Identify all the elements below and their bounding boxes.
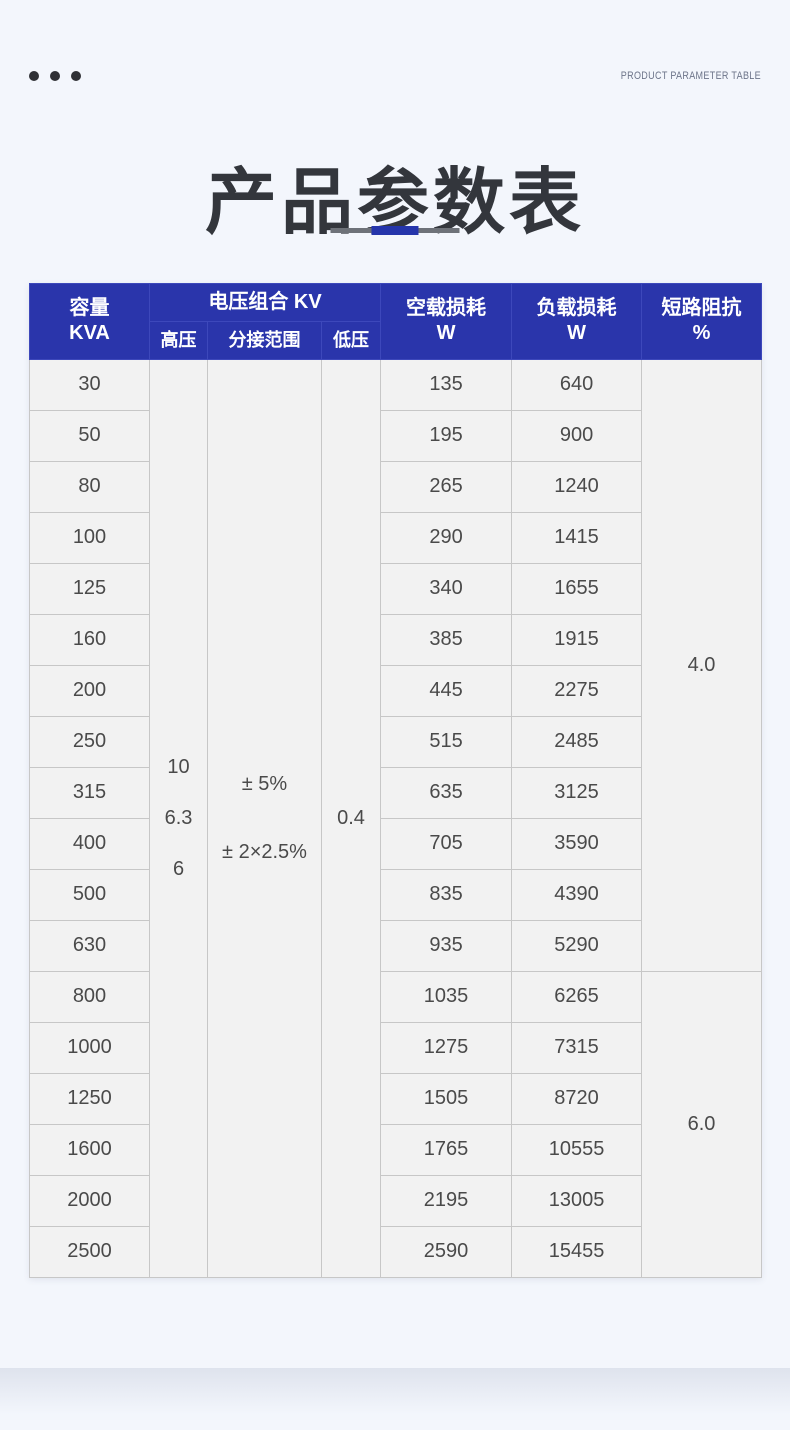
cell-no-load-loss: 195 [380,409,513,462]
cell-load-loss: 7315 [511,1021,643,1074]
table-row: 1250 1505 8720 [29,1072,762,1125]
cell-load-loss: 8720 [511,1072,643,1125]
table-row: 50 195 900 [29,409,762,462]
table-head: 容量 KVA 电压组合 KV 空载损耗 W 负载损耗 W 短路阻抗 % 高压 分… [29,283,763,360]
cell-load-loss: 2275 [511,664,643,717]
cell-no-load-loss: 290 [380,511,513,564]
cell-no-load-loss: 1035 [380,970,513,1023]
cell-capacity: 125 [29,562,150,615]
cell-capacity: 400 [29,817,150,870]
col-header-no-load-loss: 空载损耗 W [380,283,513,360]
cell-no-load-loss: 340 [380,562,513,615]
cell-load-loss: 1240 [511,460,643,513]
col-header-hv: 高压 [149,321,208,360]
cell-no-load-loss: 1765 [380,1123,513,1176]
cell-load-loss: 900 [511,409,643,462]
cell-capacity: 250 [29,715,150,768]
cell-capacity: 630 [29,919,150,972]
cell-load-loss: 1655 [511,562,643,615]
table-row: 100 290 1415 [29,511,762,564]
table-row: 1600 1765 10555 [29,1123,762,1176]
table-row: 315 635 3125 [29,766,762,819]
table-row: 2500 2590 15455 [29,1225,762,1278]
cell-load-loss: 10555 [511,1123,643,1176]
col-header-voltage-group: 电压组合 KV [148,283,382,322]
table-body: 30 10 6.3 6 ± 5% ± 2×2.5% 0.4 135 640 4.0 50 195… [29,358,763,1278]
col-header-load-loss: 负载损耗 W [511,283,643,360]
cell-capacity: 50 [29,409,150,462]
cell-capacity: 200 [29,664,150,717]
page-header: PRODUCT PARAMETER TABLE 产品参数表 [0,0,790,283]
table-row: 2000 2195 13005 [29,1174,762,1227]
cell-no-load-loss: 705 [380,817,513,870]
cell-capacity: 500 [29,868,150,921]
cell-load-loss: 3125 [511,766,643,819]
dot-icon [71,71,81,81]
cell-no-load-loss: 135 [380,358,513,411]
cell-no-load-loss: 1505 [380,1072,513,1125]
table-row: 400 705 3590 [29,817,762,870]
cell-no-load-loss: 445 [380,664,513,717]
cell-capacity: 315 [29,766,150,819]
cell-load-loss: 1915 [511,613,643,666]
header-eyebrow-text: PRODUCT PARAMETER TABLE [620,70,761,82]
col-header-short-circuit-impedance: 短路阻抗 % [641,283,763,360]
dot-icon [29,71,39,81]
cell-no-load-loss: 635 [380,766,513,819]
cell-capacity: 800 [29,970,150,1023]
table-header-row-1: 容量 KVA 电压组合 KV 空载损耗 W 负载损耗 W 短路阻抗 % [29,283,763,360]
col-header-tap-range: 分接范围 [207,321,322,360]
cell-capacity: 2500 [29,1225,150,1278]
cell-impedance-upper: 4.0 [641,358,763,972]
cell-load-loss: 6265 [511,970,643,1023]
cell-load-loss: 3590 [511,817,643,870]
cell-no-load-loss: 385 [380,613,513,666]
cell-hv-merged: 10 6.3 6 [149,358,208,1278]
product-parameter-table: 容量 KVA 电压组合 KV 空载损耗 W 负载损耗 W 短路阻抗 % 高压 分… [29,283,763,1278]
table-row: 200 445 2275 [29,664,762,717]
cell-tap-range-merged: ± 5% ± 2×2.5% [207,358,322,1278]
table-row: 250 515 2485 [29,715,762,768]
cell-capacity: 30 [29,358,150,411]
cell-capacity: 1000 [29,1021,150,1074]
cell-capacity: 1250 [29,1072,150,1125]
dot-icon [50,71,60,81]
table-row: 30 10 6.3 6 ± 5% ± 2×2.5% 0.4 135 640 4.0 [29,358,763,1278]
parameter-table-container: 容量 KVA 电压组合 KV 空载损耗 W 负载损耗 W 短路阻抗 % 高压 分… [29,283,763,1278]
cell-capacity: 160 [29,613,150,666]
cell-no-load-loss: 265 [380,460,513,513]
table-row: 125 340 1655 [29,562,762,615]
cell-no-load-loss: 1275 [380,1021,513,1074]
cell-capacity: 2000 [29,1174,150,1227]
cell-impedance-lower: 6.0 [641,970,763,1278]
cell-load-loss: 1415 [511,511,643,564]
col-header-capacity: 容量 KVA [29,283,150,360]
table-row: 1000 1275 7315 [29,1021,762,1074]
cell-no-load-loss: 2195 [380,1174,513,1227]
cell-load-loss: 2485 [511,715,643,768]
cell-no-load-loss: 835 [380,868,513,921]
cell-load-loss: 15455 [511,1225,643,1278]
cell-load-loss: 13005 [511,1174,643,1227]
cell-capacity: 1600 [29,1123,150,1176]
col-header-lv: 低压 [320,321,382,360]
bottom-fade [0,1368,790,1430]
title-divider [330,226,460,235]
table-row: 80 265 1240 [29,460,762,513]
cell-load-loss: 4390 [511,868,643,921]
cell-no-load-loss: 515 [380,715,513,768]
cell-capacity: 80 [29,460,150,513]
cell-load-loss: 5290 [511,919,643,972]
divider-accent [371,226,419,235]
cell-lv-merged: 0.4 [320,358,382,1278]
cell-load-loss: 640 [511,358,643,411]
table-header-row-2: 高压 分接范围 低压 [30,321,762,360]
cell-no-load-loss: 935 [380,919,513,972]
cell-no-load-loss: 2590 [380,1225,513,1278]
table-row: 800 1035 6265 6.0 [29,970,763,1278]
decorative-dots [29,71,81,81]
cell-capacity: 100 [29,511,150,564]
table-row: 160 385 1915 [29,613,762,666]
